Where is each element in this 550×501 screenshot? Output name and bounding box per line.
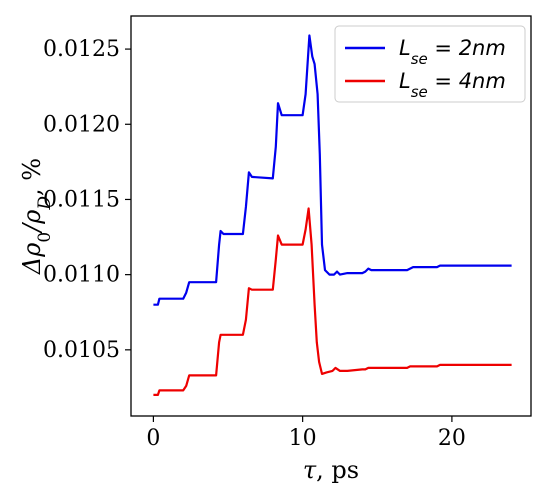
y-tick-label: 0.0110 — [43, 263, 120, 288]
x-tick-label: 0 — [146, 426, 160, 451]
x-axis-unit: , ps — [316, 456, 359, 484]
x-tick-label: 20 — [438, 426, 466, 451]
y-tick-label: 0.0125 — [43, 37, 120, 62]
y-axis-base: Δρ — [18, 243, 46, 275]
y-axis-label: Δρ0/ρD, % — [18, 158, 55, 275]
series-line-lse-2nm — [153, 34, 512, 306]
plot-area — [153, 34, 512, 396]
legend-label: Lse = 4nm — [399, 69, 506, 101]
y-tick-label: 0.0120 — [43, 112, 120, 137]
y-axis-slash: /ρ — [18, 210, 46, 234]
y-axis-sub0: 0 — [35, 232, 55, 243]
x-axis-symbol: τ — [303, 456, 317, 484]
axes-frame — [130, 15, 532, 417]
x-axis-label: τ, ps — [303, 456, 359, 484]
y-axis-subD: D — [35, 196, 55, 211]
y-axis-unit: , % — [18, 158, 46, 196]
x-tick-label: 10 — [289, 426, 317, 451]
legend-box — [334, 25, 526, 103]
y-tick-label: 0.0115 — [43, 187, 120, 212]
legend-label: Lse = 2nm — [399, 36, 506, 68]
y-tick-label: 0.0105 — [43, 338, 120, 363]
ticks: 0 10 20 0.0105 0.0110 0.0115 0.0120 0.0125 — [43, 37, 466, 451]
series-line-lse-4nm — [153, 207, 512, 396]
